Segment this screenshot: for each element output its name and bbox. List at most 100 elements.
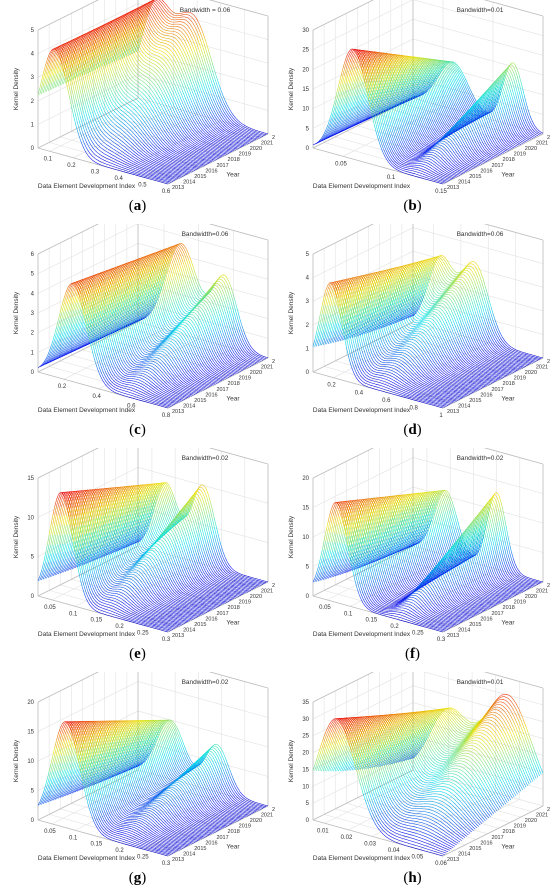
surface-line: [218, 127, 220, 129]
surface-line: [109, 85, 111, 90]
surface-line: [181, 22, 183, 23]
surface-line: [191, 99, 193, 103]
surface-line: [234, 128, 236, 129]
surface-line: [152, 170, 154, 171]
surface-line: [93, 143, 95, 146]
surface-line: [193, 54, 195, 59]
surface-line: [142, 152, 144, 154]
surface-line: [193, 152, 195, 153]
surface-line: [120, 140, 122, 142]
surface-line: [213, 156, 215, 157]
surface-line: [224, 119, 226, 121]
surface-line: [102, 136, 104, 138]
surface-line: [91, 114, 93, 119]
surface-line: [132, 96, 134, 98]
surface-line: [141, 84, 143, 85]
surface-line: [135, 63, 137, 66]
surface-line: [176, 155, 178, 156]
surface-line: [146, 89, 148, 91]
surface-line: [165, 173, 167, 174]
surface-line: [458, 74, 460, 78]
surface-line: [160, 160, 162, 161]
surface-line: [235, 143, 237, 144]
surface-line: [515, 126, 517, 130]
surface-line: [201, 139, 203, 140]
surface-line: [171, 70, 173, 74]
surface-line: [102, 93, 104, 98]
surface-line: [173, 177, 175, 178]
surface-line: [225, 135, 227, 136]
surface-line: [164, 69, 166, 72]
surface-line: [132, 85, 134, 87]
x-tick-label: 0.1: [44, 156, 53, 162]
surface-line: [142, 71, 144, 72]
surface-line: [195, 166, 197, 167]
surface-line: [230, 130, 232, 131]
surface-line: [99, 161, 101, 162]
surface-line: [206, 141, 208, 142]
surface-line: [72, 40, 74, 41]
surface-line: [199, 137, 201, 139]
surface-line: [122, 115, 124, 117]
surface-line: [190, 16, 192, 18]
surface-line: [532, 125, 534, 128]
surface-line: [182, 168, 184, 169]
surface-line: [529, 122, 531, 126]
surface-line: [456, 98, 458, 102]
surface-line: [171, 181, 173, 182]
surface-line: [222, 151, 224, 152]
surface-line: [213, 99, 215, 103]
surface-line: [539, 131, 541, 132]
surface-line: [136, 147, 138, 149]
surface-line: [206, 104, 208, 108]
surface-line: [184, 166, 186, 167]
surface-line: [153, 176, 155, 177]
surface-line: [97, 82, 99, 89]
surface-line: [135, 152, 137, 154]
surface-line: [165, 27, 167, 28]
surface-line: [203, 95, 205, 100]
surface-line: [79, 127, 81, 133]
surface-line: [210, 160, 212, 161]
surface-line: [205, 120, 207, 123]
surface-line: [210, 121, 212, 124]
surface-line: [155, 86, 157, 89]
surface-line: [244, 130, 246, 131]
surface-line: [127, 165, 129, 166]
surface-line: [126, 114, 128, 116]
surface-line: [152, 86, 154, 88]
surface-line: [136, 91, 138, 92]
surface-line: [94, 157, 96, 159]
surface-line: [207, 162, 209, 163]
surface-line: [190, 169, 192, 170]
surface-line: [220, 151, 222, 152]
surface-line: [145, 87, 147, 89]
surface-line: [66, 80, 68, 89]
surface-line: [230, 147, 232, 148]
surface-line: [102, 77, 104, 83]
surface-line: [176, 128, 178, 131]
surface-line: [107, 119, 109, 122]
surface-line: [227, 150, 229, 151]
surface-line: [209, 155, 211, 156]
surface-line: [131, 67, 133, 70]
surface-line: [229, 116, 231, 118]
surface-line: [158, 71, 160, 73]
surface-line: [193, 40, 195, 45]
surface-line: [143, 57, 145, 59]
surface-line: [146, 166, 148, 167]
surface-line: [172, 14, 174, 15]
surface-line: [141, 125, 143, 127]
surface-line: [151, 123, 153, 126]
surface-line: [504, 90, 506, 96]
surface-line: [187, 160, 189, 161]
surface-line: [123, 82, 125, 85]
surface-line: [174, 71, 176, 75]
surface-line: [114, 159, 116, 160]
surface-line: [231, 137, 233, 138]
surface-line: [178, 86, 180, 91]
surface-line: [161, 167, 163, 168]
surface-line: [139, 83, 141, 84]
surface-line: [170, 50, 172, 52]
surface-line: [120, 101, 122, 103]
